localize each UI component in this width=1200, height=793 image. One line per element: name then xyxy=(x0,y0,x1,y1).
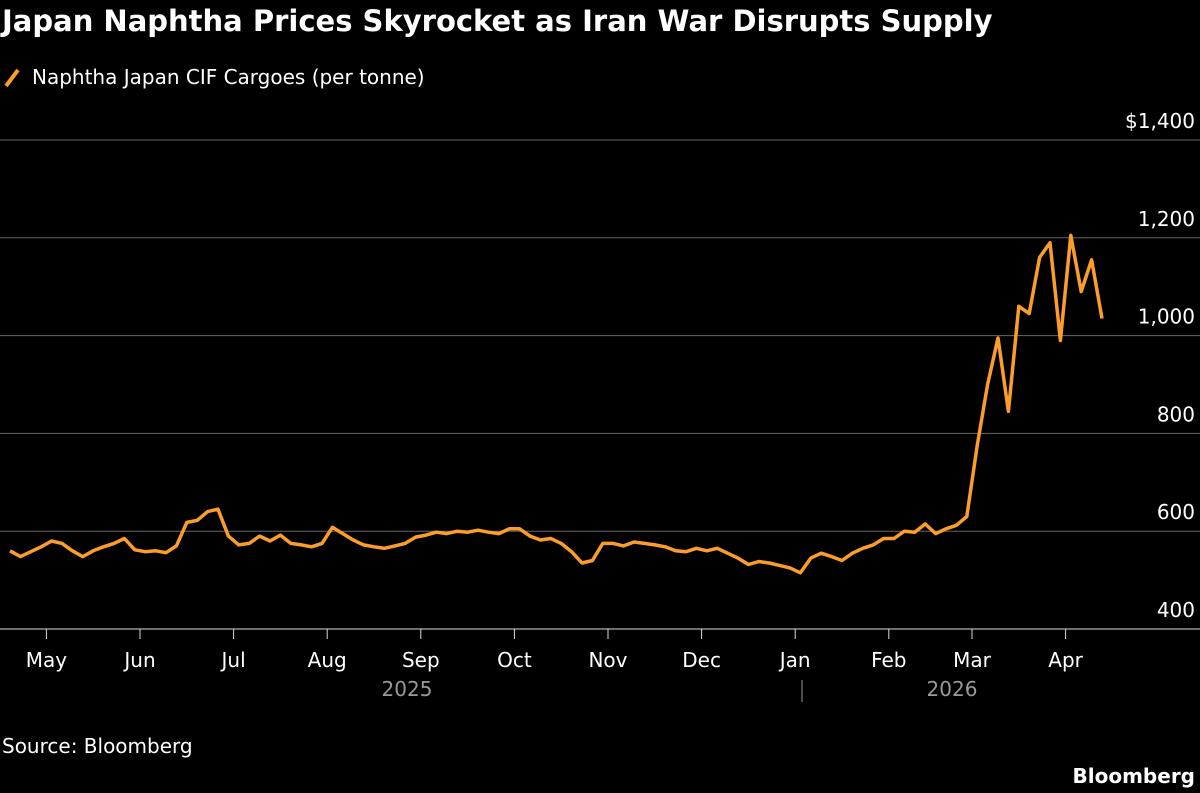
y-tick-label: 400 xyxy=(1157,598,1195,622)
x-tick-label: Mar xyxy=(953,648,992,672)
brand: Bloomberg xyxy=(1073,764,1195,788)
y-tick-label: 600 xyxy=(1157,500,1195,524)
legend-swatch xyxy=(4,68,20,88)
y-tick-label: $1,400 xyxy=(1125,109,1195,133)
x-tick-label: Sep xyxy=(402,648,440,672)
x-tick-label: Jun xyxy=(122,648,155,672)
year-label: 2025 xyxy=(382,677,433,701)
series-line xyxy=(9,233,1104,575)
x-tick-label: Jan xyxy=(778,648,811,672)
year-label: 2026 xyxy=(927,677,978,701)
chart-title: Japan Naphtha Prices Skyrocket as Iran W… xyxy=(0,4,993,38)
y-tick-label: 1,000 xyxy=(1138,305,1195,329)
x-tick-label: Feb xyxy=(871,648,906,672)
x-tick-label: Oct xyxy=(497,648,532,672)
x-tick-label: Aug xyxy=(308,648,347,672)
x-tick-label: Dec xyxy=(682,648,721,672)
source: Source: Bloomberg xyxy=(2,734,193,758)
x-tick-label: Jul xyxy=(220,648,246,672)
x-tick-label: Nov xyxy=(588,648,627,672)
x-tick-label: May xyxy=(26,648,68,672)
legend-label: Naphtha Japan CIF Cargoes (per tonne) xyxy=(32,65,425,89)
y-tick-label: 800 xyxy=(1157,402,1195,426)
x-tick-label: Apr xyxy=(1048,648,1083,672)
y-tick-label: 1,200 xyxy=(1138,207,1195,231)
